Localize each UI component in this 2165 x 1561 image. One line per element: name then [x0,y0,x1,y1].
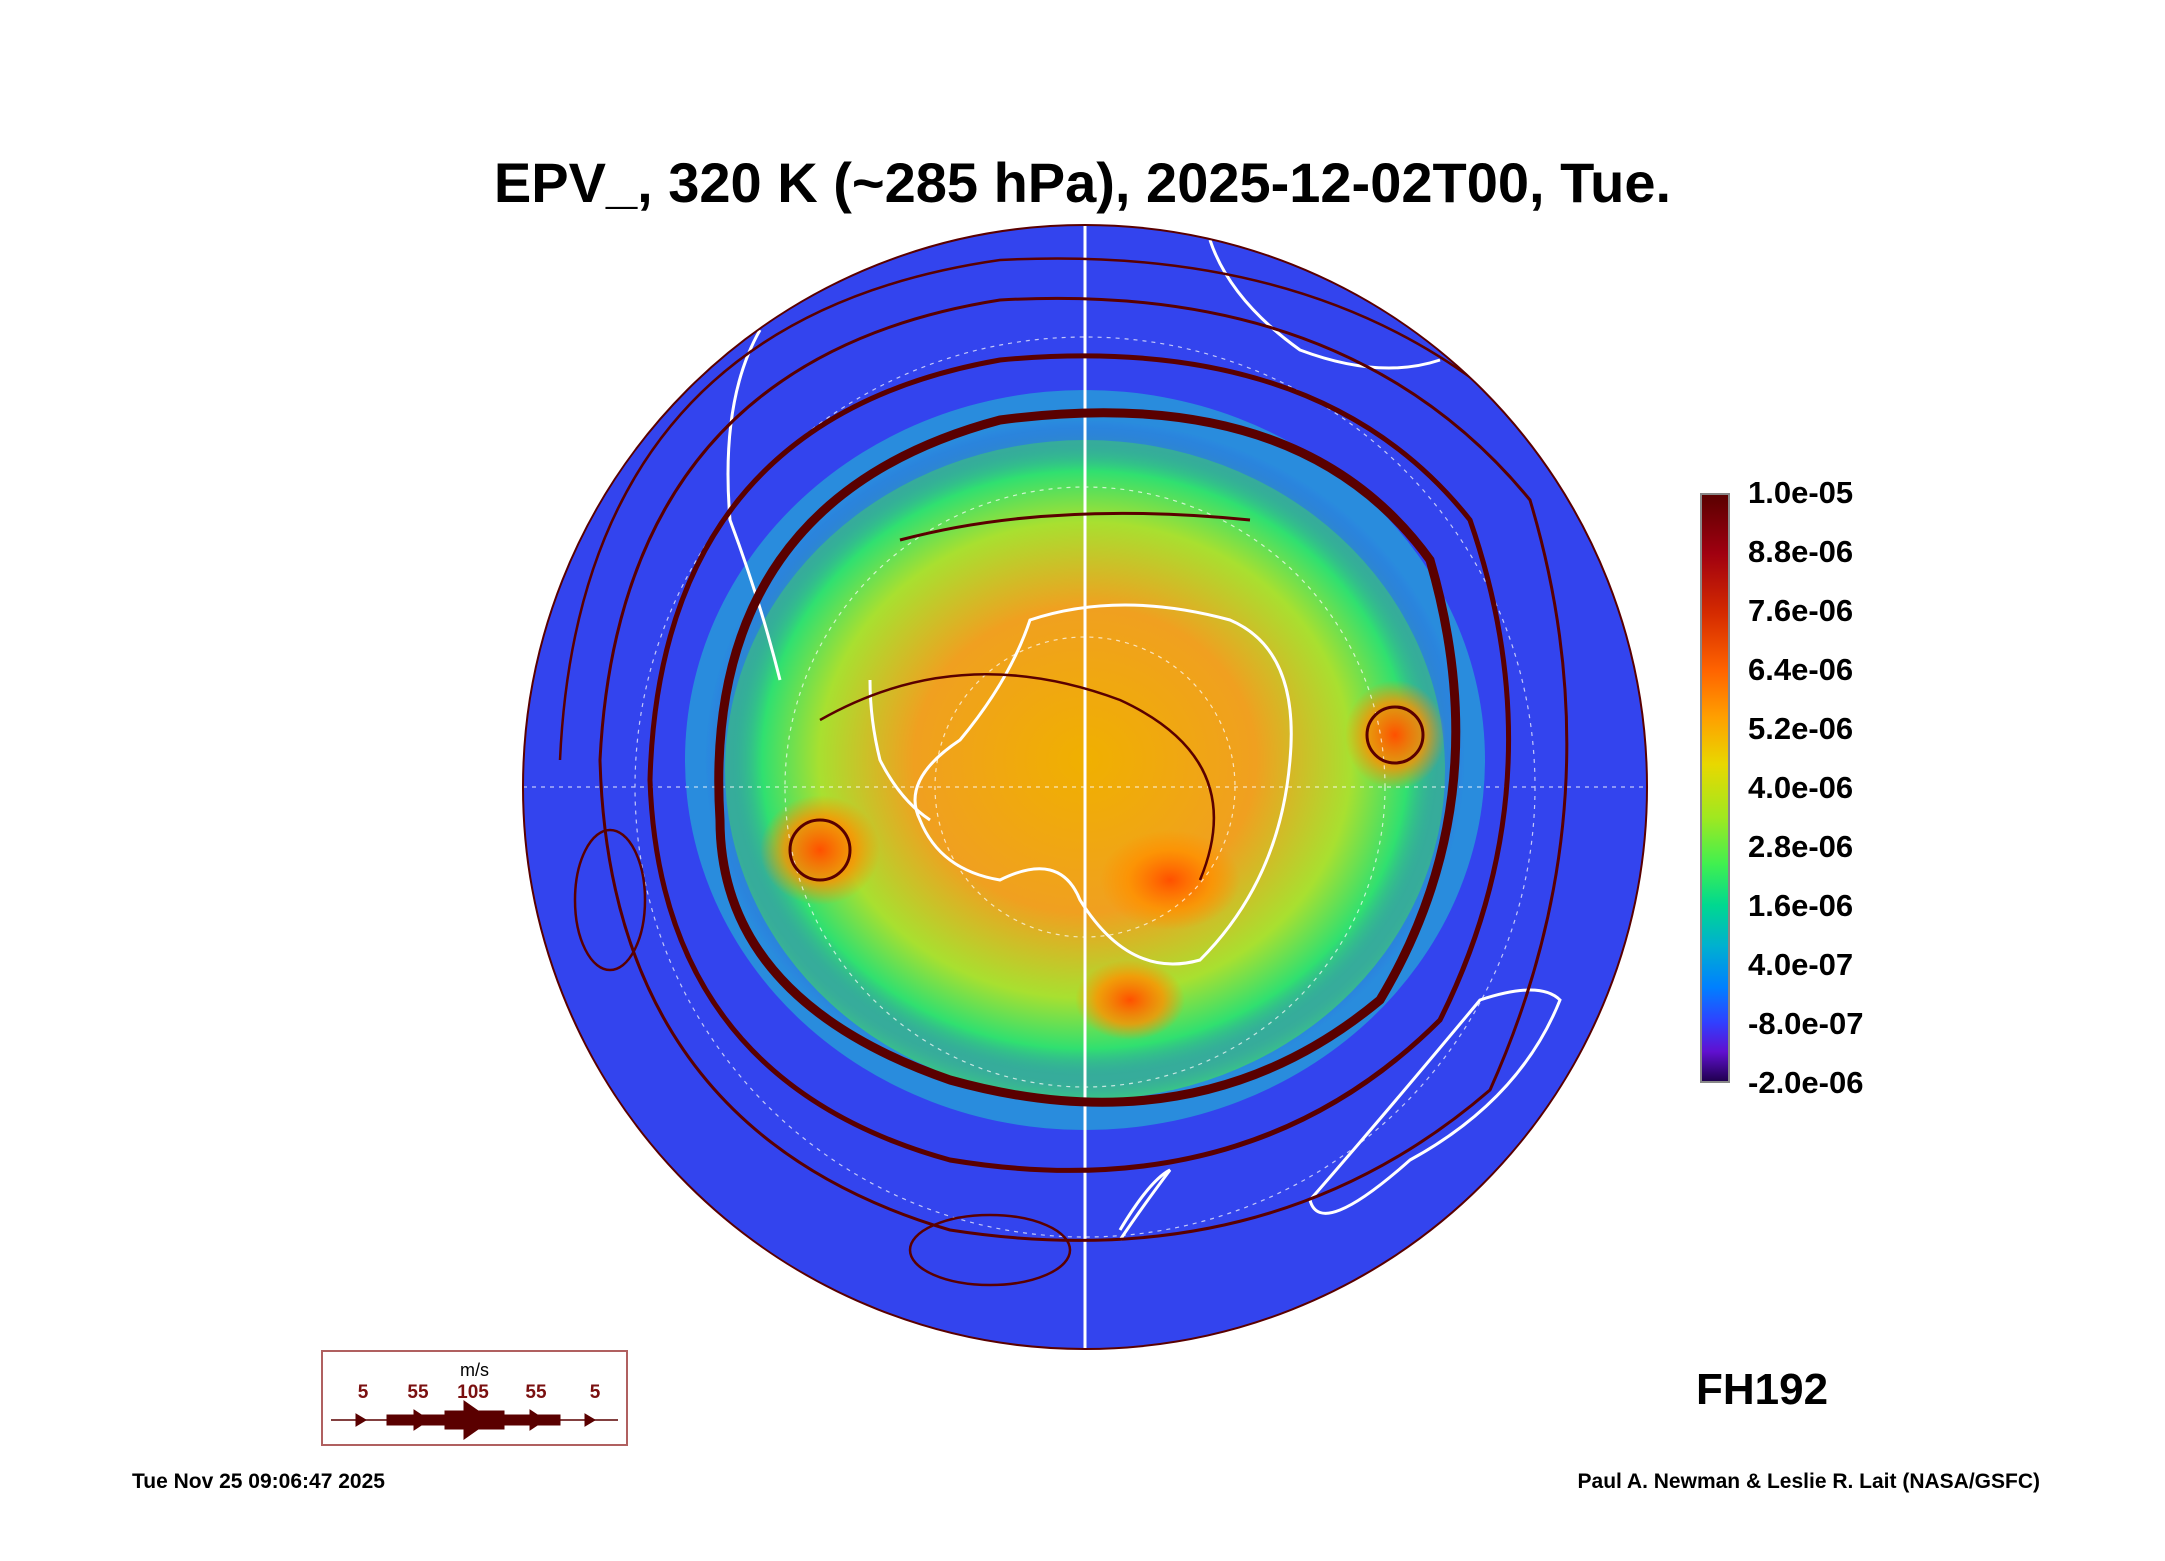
legend-unit: m/s [460,1360,489,1380]
legend-speed: 5 [357,1382,369,1403]
generated-timestamp: Tue Nov 25 09:06:47 2025 [132,1470,385,1493]
forecast-hour-label: FH192 [1696,1365,1829,1414]
colorbar-label: 7.6e-06 [1748,593,1854,628]
wind-speed-legend: m/s 5 55 105 55 5 [321,1350,628,1446]
colorbar-label: 5.2e-06 [1748,711,1854,746]
chart-title: EPV_, 320 K (~285 hPa), 2025-12-02T00, T… [493,151,1672,214]
colorbar-label: 8.8e-06 [1748,534,1854,569]
map-border [522,224,1648,1350]
colorbar-label: 1.0e-05 [1748,475,1854,510]
colorbar-label: 2.8e-06 [1748,829,1854,864]
colorbar [1700,493,1730,1083]
colorbar-label: 4.0e-07 [1748,947,1854,982]
legend-speed: 105 [457,1382,489,1403]
colorbar-label: 6.4e-06 [1748,652,1854,687]
legend-speed: 5 [589,1382,601,1403]
coastlines [726,239,1562,1241]
colorbar-label: 4.0e-06 [1748,770,1854,805]
wind-arrow-scale-icon [331,1400,618,1440]
streamlines [558,257,1581,1287]
legend-speed: 55 [407,1382,429,1403]
legend-speed: 55 [525,1382,547,1403]
colorbar-label: -2.0e-06 [1748,1065,1864,1100]
credit-text: Paul A. Newman & Leslie R. Lait (NASA/GS… [1577,1470,2040,1493]
colorbar-label: 1.6e-06 [1748,888,1854,923]
colorbar-label: -8.0e-07 [1748,1006,1864,1041]
